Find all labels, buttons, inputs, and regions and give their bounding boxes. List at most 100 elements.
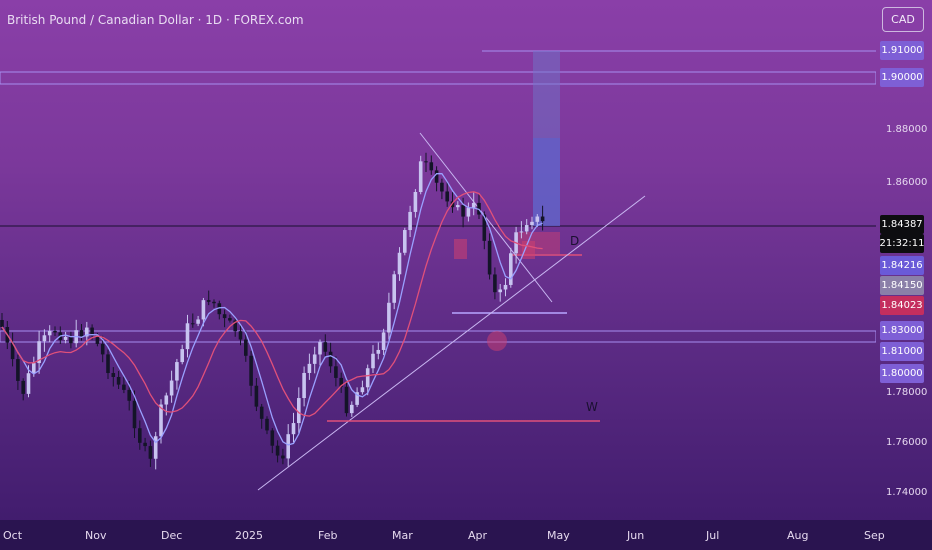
candle-body xyxy=(323,342,328,352)
target-box-inner xyxy=(533,138,560,226)
candle-body xyxy=(365,368,370,388)
candle-body xyxy=(493,274,497,293)
pattern-marker xyxy=(454,239,467,259)
candle-body xyxy=(418,161,423,193)
time-label: Feb xyxy=(318,529,338,542)
currency-button[interactable]: CAD xyxy=(882,7,924,32)
candle-body xyxy=(307,363,312,373)
candle-body xyxy=(318,342,322,355)
candle-body xyxy=(222,314,227,319)
candle-body xyxy=(297,398,301,424)
candle-body xyxy=(270,430,275,446)
candle-body xyxy=(429,162,434,171)
price-scale[interactable]: 1.88000 1.86000 1.78000 1.76000 1.74000 xyxy=(876,0,932,520)
candle-body xyxy=(122,384,126,390)
candle-body xyxy=(127,389,131,401)
price-label: 1.84387 xyxy=(880,215,924,234)
candle-body xyxy=(16,359,20,381)
price-tick: 1.78000 xyxy=(886,387,928,398)
candle-body xyxy=(350,404,354,414)
candle-body xyxy=(503,284,508,290)
candle-body xyxy=(212,301,216,304)
candle-body xyxy=(21,380,25,394)
time-label: Mar xyxy=(392,529,413,542)
candle-body xyxy=(185,323,190,350)
candle-body xyxy=(392,274,396,303)
candle-body xyxy=(434,170,439,183)
candle-body xyxy=(275,445,280,456)
pattern-marker xyxy=(522,241,535,259)
candle-body xyxy=(540,216,545,222)
candle-body xyxy=(381,332,386,350)
label-w: W xyxy=(586,400,598,414)
candle-body xyxy=(328,351,333,367)
symbol-title[interactable]: British Pound / Canadian Dollar · 1D · F… xyxy=(7,13,304,27)
candle-body xyxy=(403,230,407,253)
trendline-up xyxy=(257,195,646,491)
candle-body xyxy=(159,404,163,437)
time-label: Nov xyxy=(85,529,107,542)
candle-body xyxy=(164,395,169,405)
candle-body xyxy=(302,372,306,399)
candle-body xyxy=(371,353,375,369)
candle-body xyxy=(530,221,534,226)
price-label: 1.80000 xyxy=(880,364,924,383)
time-label: May xyxy=(547,529,570,542)
candle-body xyxy=(456,205,460,208)
candle-body xyxy=(148,446,153,459)
candle-body xyxy=(524,225,529,232)
candle-body xyxy=(10,342,15,360)
candle-body xyxy=(63,336,68,340)
candle-body xyxy=(535,216,540,222)
ma-fast-line xyxy=(1,172,543,446)
candle-body xyxy=(238,331,243,340)
price-label: 1.84150 xyxy=(880,276,924,295)
price-tick: 1.88000 xyxy=(886,124,928,135)
candle-body xyxy=(281,455,285,459)
pattern-marker xyxy=(487,331,507,351)
candle-body xyxy=(461,205,465,217)
candle-body xyxy=(344,386,349,414)
candle-body xyxy=(85,327,89,337)
time-label: Sep xyxy=(864,529,885,542)
candle-body xyxy=(138,428,142,443)
price-tick: 1.76000 xyxy=(886,437,928,448)
time-label: Jul xyxy=(706,529,720,542)
time-label: 2025 xyxy=(235,529,263,542)
candle-body xyxy=(498,289,502,293)
candle-body xyxy=(79,330,84,337)
candle-body xyxy=(180,349,184,363)
candle-body xyxy=(90,327,94,336)
candle-body xyxy=(47,330,52,336)
candle-body xyxy=(450,201,455,208)
candlestick-chart[interactable]: DW xyxy=(0,0,876,520)
candle-body xyxy=(69,336,73,344)
candle-body xyxy=(0,320,4,328)
candle-body xyxy=(53,330,57,333)
candle-body xyxy=(355,392,359,405)
candle-body xyxy=(233,320,237,332)
price-label: 1.84216 xyxy=(880,256,924,275)
candle-body xyxy=(228,318,232,321)
candle-body xyxy=(254,385,259,407)
zone-1-90 xyxy=(0,71,876,85)
candle-body xyxy=(424,161,428,163)
time-label: Aug xyxy=(787,529,809,542)
candle-body xyxy=(376,349,381,354)
ma-slow-line xyxy=(1,191,543,417)
candle-body xyxy=(132,400,137,429)
candle-body xyxy=(339,377,343,387)
price-tick: 1.86000 xyxy=(886,177,928,188)
candle-body xyxy=(291,423,296,435)
candle-body xyxy=(334,366,338,378)
candle-body xyxy=(413,192,418,212)
candle-body xyxy=(32,363,36,374)
time-axis[interactable]: Oct Nov Dec 2025 Feb Mar Apr May Jun Jul… xyxy=(0,520,932,550)
candle-body xyxy=(100,343,105,355)
candle-body xyxy=(37,341,41,364)
time-label: Jun xyxy=(627,529,645,542)
candle-body xyxy=(217,303,222,315)
label-d: D xyxy=(570,234,579,248)
